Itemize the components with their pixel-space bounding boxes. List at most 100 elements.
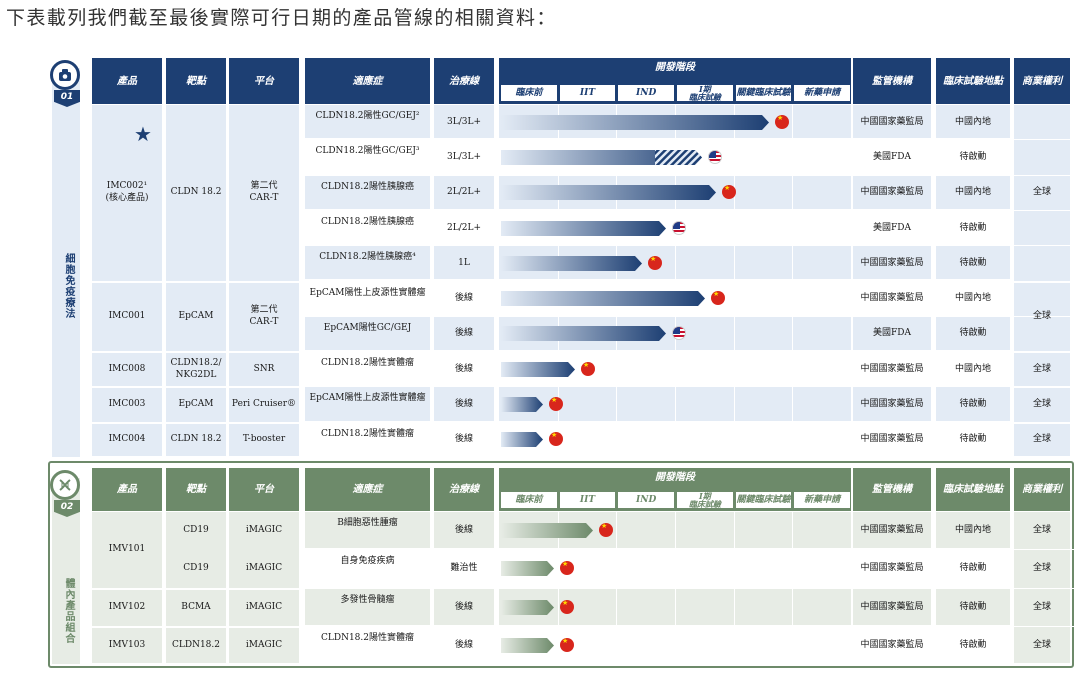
trial-region-cell: 中國內地 <box>954 525 991 536</box>
phase-6: 新藥申請 <box>794 85 850 101</box>
regulator-cell: 中國國家藥監局 <box>860 257 924 268</box>
china-flag-icon <box>560 560 574 576</box>
china-flag-icon <box>560 599 574 614</box>
row-shade <box>853 588 931 625</box>
regulator-cell: 中國國家藥監局 <box>860 399 924 410</box>
row-divider <box>305 280 1075 282</box>
row-shade <box>305 105 430 139</box>
trial-region-cell: 待啟動 <box>959 151 987 162</box>
cell-therapy-icon <box>50 60 80 90</box>
progress-bar <box>501 432 543 448</box>
header-indication: 適應症 <box>305 58 430 104</box>
china-flag-icon <box>549 396 563 412</box>
row-shade <box>936 316 1010 351</box>
line-cell: 後線 <box>454 525 473 536</box>
header-platform: 平台 <box>229 468 299 511</box>
group-divider <box>92 351 305 354</box>
row-shade <box>434 588 494 625</box>
header-regulator: 監管機構 <box>853 468 931 511</box>
rights-cell: 全球 <box>1032 187 1051 198</box>
header-target: 靶點 <box>166 468 226 511</box>
section-band <box>52 68 80 457</box>
product-cell: IMC001 <box>108 310 146 321</box>
line-cell: 3L/3L+ <box>447 116 481 127</box>
row-divider <box>305 351 1075 353</box>
group-divider <box>1014 386 1072 389</box>
line-cell: 後線 <box>454 640 473 651</box>
row-shade <box>434 175 494 209</box>
indication-cell: CLDN18.2陽性GC/GEJ² <box>315 111 420 121</box>
header-rights: 商業權利 <box>1014 58 1070 104</box>
us-flag-icon <box>672 220 686 235</box>
product-cell: IMC002¹ (核心產品) <box>105 181 149 204</box>
row-shade <box>434 246 494 280</box>
group-divider <box>92 386 305 389</box>
line-cell: 後線 <box>454 328 473 339</box>
target-cell: EpCAM <box>178 399 214 410</box>
indication-cell: EpCAM陽性上皮源性實體瘤 <box>309 287 426 298</box>
row-shade <box>936 175 1010 209</box>
regulator-cell: 中國國家藥監局 <box>860 434 924 445</box>
regulator-cell: 中國國家藥監局 <box>860 640 924 651</box>
trial-region-cell: 待啟動 <box>959 563 987 574</box>
row-shade <box>853 175 931 209</box>
row-shade <box>305 512 430 549</box>
platform-cell: Peri Cruiser® <box>231 399 297 410</box>
row-shade <box>434 387 494 421</box>
group-divider <box>92 280 305 283</box>
china-flag-icon <box>711 290 725 306</box>
header-indication: 適應症 <box>305 468 430 511</box>
china-flag-icon <box>648 255 662 270</box>
platform-cell: 第二代 CAR-T <box>249 304 279 327</box>
header-product: 產品 <box>92 58 162 104</box>
phase-2: IIT <box>559 85 616 101</box>
trial-region-cell: 中國內地 <box>954 187 991 198</box>
target-cell: CLDN18.2 <box>172 640 220 651</box>
product-cell: IMV103 <box>108 640 146 651</box>
platform-cell: iMAGIC <box>245 601 283 612</box>
china-flag-icon <box>560 637 574 653</box>
product-cell: IMV101 <box>108 544 146 555</box>
phase-3: IND <box>618 85 674 101</box>
phase-1: 臨床前 <box>501 85 557 101</box>
china-flag-icon <box>549 431 563 447</box>
trial-region-cell: 待啟動 <box>959 601 987 612</box>
trial-region-cell: 待啟動 <box>959 328 987 339</box>
progress-bar <box>501 561 554 577</box>
group-divider <box>92 421 305 424</box>
row-shade <box>853 316 931 351</box>
platform-cell: SNR <box>253 363 275 374</box>
group-divider <box>1014 280 1072 283</box>
row-shade <box>853 246 931 280</box>
row-divider <box>305 549 1075 551</box>
core-product-star-icon: ★ <box>134 122 152 146</box>
trial-region-cell: 待啟動 <box>959 222 987 233</box>
header-stage-group: 開發階段 <box>499 468 851 511</box>
line-cell: 後線 <box>454 293 473 304</box>
indication-cell: B細胞惡性腫瘤 <box>337 518 398 528</box>
trial-region-cell: 待啟動 <box>959 399 987 410</box>
section-label: 細胞免疫療法 <box>63 253 74 319</box>
trial-region-cell: 待啟動 <box>959 640 987 651</box>
line-cell: 2L/2L+ <box>447 222 481 233</box>
row-divider <box>305 386 1075 388</box>
indication-cell: CLDN18.2陽性實體瘤 <box>321 428 414 439</box>
row-divider <box>305 139 1075 141</box>
progress-bar <box>501 361 575 377</box>
progress-bar <box>501 638 554 654</box>
row-divider <box>305 587 1075 589</box>
line-cell: 後線 <box>454 363 473 374</box>
platform-cell: iMAGIC <box>245 525 283 536</box>
progress-bar <box>501 397 543 413</box>
target-cell: CLDN 18.2 <box>170 434 222 445</box>
phase-6: 新藥申請 <box>794 492 850 508</box>
regulator-cell: 中國國家藥監局 <box>860 563 924 574</box>
platform-cell: T-booster <box>242 434 286 445</box>
china-flag-icon <box>722 184 736 200</box>
product-cell: IMC008 <box>108 363 146 374</box>
indication-cell: EpCAM陽性GC/GEJ <box>323 322 412 333</box>
indication-cell: CLDN18.2陽性實體瘤 <box>321 632 414 643</box>
trial-region-cell: 中國內地 <box>954 116 991 127</box>
row-shade <box>305 246 430 280</box>
regulator-cell: 中國國家藥監局 <box>860 525 924 536</box>
